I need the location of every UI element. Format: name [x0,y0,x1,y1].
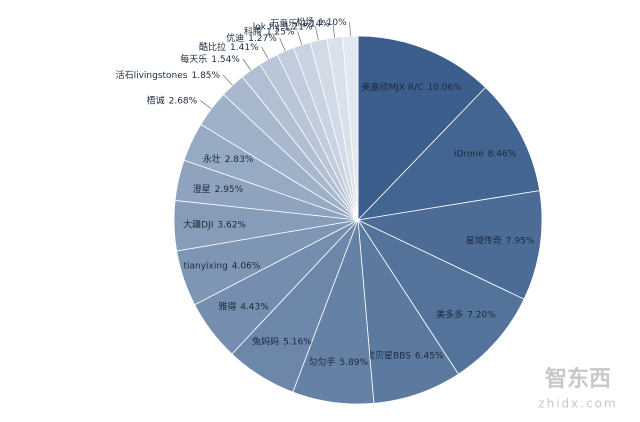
leader-line [261,46,269,60]
leader-line [297,31,303,45]
slice-label: 科腾 1.25% [244,25,295,37]
pie-slice [342,35,359,221]
slice-label: 大疆DJI 3.62% [183,218,246,230]
pie-slice [356,219,525,375]
slice-value-label: 2.68% [169,96,198,106]
slice-label: 活石livingstones 1.85% [116,69,221,81]
slice-category: 活石livingstones [116,69,188,81]
slice-label: 美多多 7.20% [436,308,496,320]
slice-category: 大疆DJI [183,218,213,230]
slice-label: lok fly 1.21% [253,22,313,32]
slice-value-label: 1.14% [301,19,330,29]
slice-label: 每天乐 1.54% [180,52,240,64]
slice-label: 优迪 1.27% [226,32,277,44]
slice-value-label: 1.85% [191,71,220,81]
leader-line [315,26,319,41]
slice-value-label: 4.06% [232,261,261,271]
pie-slice [356,86,541,221]
slice-category: 梧诚 [147,94,165,106]
leader-line [332,23,335,38]
slice-value-label: 7.20% [467,310,496,320]
slice-category: 万童乐 [270,17,297,29]
slice-value-label: 6.45% [415,351,444,361]
slice-label: 匀匀手 5.89% [308,356,368,368]
slice-value-label: 10.06% [427,82,462,92]
slice-category: 匀匀手 [308,356,335,368]
slice-label: tianyixing 4.06% [183,261,260,271]
slice-category: 澄星 [193,182,211,194]
slice-category: tianyixing [183,261,227,271]
slice-category: 雅得 [218,300,236,312]
slice-value-label: 3.62% [217,220,246,230]
pie-slice [356,190,543,300]
slice-category: lok fly [253,22,281,32]
slice-label: 兔妈妈 5.16% [252,335,312,347]
slice-value-label: 1.21% [284,22,313,32]
pie-slice [357,35,487,221]
leader-line [200,100,212,110]
slice-label: 松炀 1.10% [296,16,347,28]
slice-label: 酷比拉 1.41% [199,41,259,53]
slice-value-label: 5.89% [339,358,368,368]
slice-value-label: 8.46% [488,149,517,159]
slice-label: 美嘉欣MJX R/C 10.06% [361,80,462,92]
slice-category: 美多多 [436,308,463,320]
slice-value-label: 5.16% [283,337,312,347]
slice-value-label: 1.54% [211,54,240,64]
slice-value-label: 2.83% [225,155,254,165]
slice-value-label: 1.41% [230,43,259,53]
slice-value-label: 2.95% [215,184,244,194]
slice-category: iDrone [454,149,484,159]
slice-category: 永壮 [203,153,221,165]
leader-line [349,22,351,37]
leader-line [279,37,286,52]
slice-label: 宝贝星BBS 6.45% [366,349,444,361]
slice-label: 雅得 4.43% [218,300,269,312]
slice-category: 酷比拉 [199,41,226,53]
slice-value-label: 1.25% [266,27,295,37]
slice-category: 兔妈妈 [252,335,279,347]
slice-label: iDrone 8.46% [454,149,517,159]
slice-label: 万童乐 1.14% [270,17,330,29]
slice-label: 梧诚 2.68% [147,94,198,106]
slice-category: 宝贝星BBS [366,349,411,361]
slice-value-label: 7.95% [506,236,535,246]
slice-value-label: 1.10% [318,18,347,28]
slice-category: 每天乐 [180,52,207,64]
slice-category: 优迪 [226,32,244,44]
leader-line [242,58,252,71]
watermark-url: zhidx.com [538,397,617,411]
slice-category: 美嘉欣MJX R/C [361,80,423,92]
slice-value-label: 1.27% [248,34,277,44]
slice-label: 永壮 2.83% [203,153,254,165]
slice-category: 科腾 [244,25,262,37]
slice-label: 星域传奇 7.95% [466,234,535,246]
watermark-brand: 智东西 [545,366,611,392]
slice-value-label: 4.43% [240,302,269,312]
slice-category: 星域传奇 [466,234,502,246]
leader-line [222,74,233,86]
slice-category: 松炀 [296,16,314,28]
slice-label: 澄星 2.95% [193,182,244,194]
